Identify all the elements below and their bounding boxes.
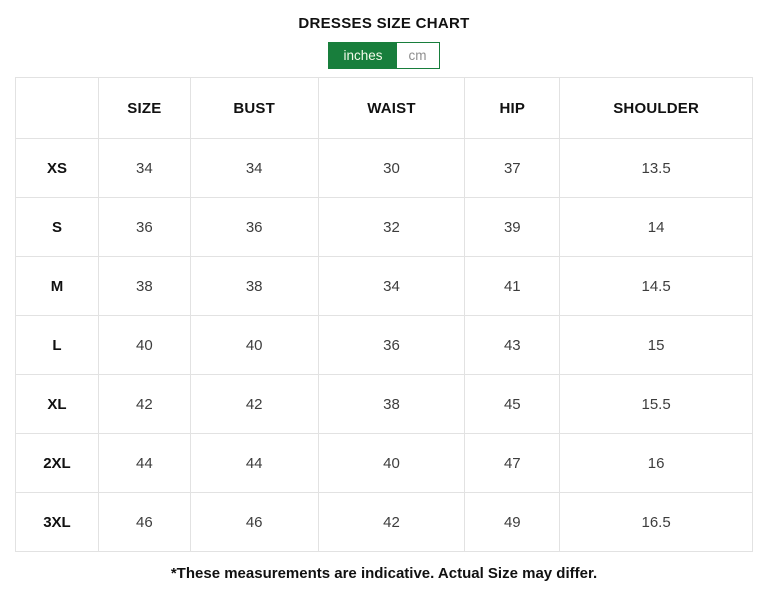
table-row: L 40 40 36 43 15	[15, 315, 753, 375]
measurement-cell: 38	[189, 256, 319, 316]
measurement-cell: 37	[464, 138, 561, 198]
table-row: XL 42 42 38 45 15.5	[15, 374, 753, 434]
column-header: HIP	[464, 77, 561, 139]
measurement-cell: 40	[317, 433, 466, 493]
table-row: M 38 38 34 41 14.5	[15, 256, 753, 316]
size-chart-body: XS 34 34 30 37 13.5 S 36 36 32 39 14 M 38 38 34 41 14.5 L 4…	[15, 138, 753, 552]
measurement-cell: 42	[97, 374, 191, 434]
measurement-cell: 38	[97, 256, 191, 316]
measurement-cell: 40	[97, 315, 191, 375]
measurement-cell: 14.5	[559, 256, 753, 316]
table-row: S 36 36 32 39 14	[15, 197, 753, 257]
measurement-cell: 16	[559, 433, 753, 493]
measurement-cell: 47	[464, 433, 561, 493]
row-label: M	[15, 256, 99, 316]
unit-toggle: inches cm	[328, 42, 440, 69]
measurement-cell: 42	[189, 374, 319, 434]
unit-option-cm[interactable]: cm	[396, 43, 439, 68]
measurement-cell: 45	[464, 374, 561, 434]
measurement-cell: 36	[189, 197, 319, 257]
column-header: BUST	[189, 77, 319, 139]
measurement-cell: 30	[317, 138, 466, 198]
row-label: 3XL	[15, 492, 99, 552]
header-row: SIZE BUST WAIST HIP SHOULDER	[15, 77, 753, 139]
measurement-cell: 15	[559, 315, 753, 375]
table-row: 2XL 44 44 40 47 16	[15, 433, 753, 493]
measurement-cell: 46	[97, 492, 191, 552]
footnote: *These measurements are indicative. Actu…	[170, 565, 598, 582]
measurement-cell: 44	[189, 433, 319, 493]
row-label: S	[15, 197, 99, 257]
measurement-cell: 40	[189, 315, 319, 375]
size-chart-header: SIZE BUST WAIST HIP SHOULDER	[15, 77, 753, 139]
unit-option-inches[interactable]: inches	[329, 43, 397, 68]
measurement-cell: 44	[97, 433, 191, 493]
table-row: 3XL 46 46 42 49 16.5	[15, 492, 753, 552]
row-label: XS	[15, 138, 99, 198]
measurement-cell: 46	[189, 492, 319, 552]
measurement-cell: 39	[464, 197, 561, 257]
measurement-cell: 43	[464, 315, 561, 375]
measurement-cell: 42	[317, 492, 466, 552]
size-chart-table: SIZE BUST WAIST HIP SHOULDER XS 34 34 30 37 13.5 S…	[15, 77, 753, 552]
measurement-cell: 16.5	[559, 492, 753, 552]
column-header: WAIST	[317, 77, 466, 139]
measurement-cell: 34	[189, 138, 319, 198]
measurement-cell: 14	[559, 197, 753, 257]
measurement-cell: 36	[317, 315, 466, 375]
page-title: DRESSES SIZE CHART	[298, 15, 470, 32]
column-header: SIZE	[97, 77, 191, 139]
row-label: L	[15, 315, 99, 375]
measurement-cell: 15.5	[559, 374, 753, 434]
row-label: 2XL	[15, 433, 99, 493]
measurement-cell: 32	[317, 197, 466, 257]
measurement-cell: 13.5	[559, 138, 753, 198]
measurement-cell: 34	[97, 138, 191, 198]
measurement-cell: 34	[317, 256, 466, 316]
measurement-cell: 41	[464, 256, 561, 316]
table-row: XS 34 34 30 37 13.5	[15, 138, 753, 198]
row-label: XL	[15, 374, 99, 434]
column-header: SHOULDER	[559, 77, 753, 139]
measurement-cell: 38	[317, 374, 466, 434]
corner-header	[15, 77, 99, 139]
measurement-cell: 36	[97, 197, 191, 257]
measurement-cell: 49	[464, 492, 561, 552]
